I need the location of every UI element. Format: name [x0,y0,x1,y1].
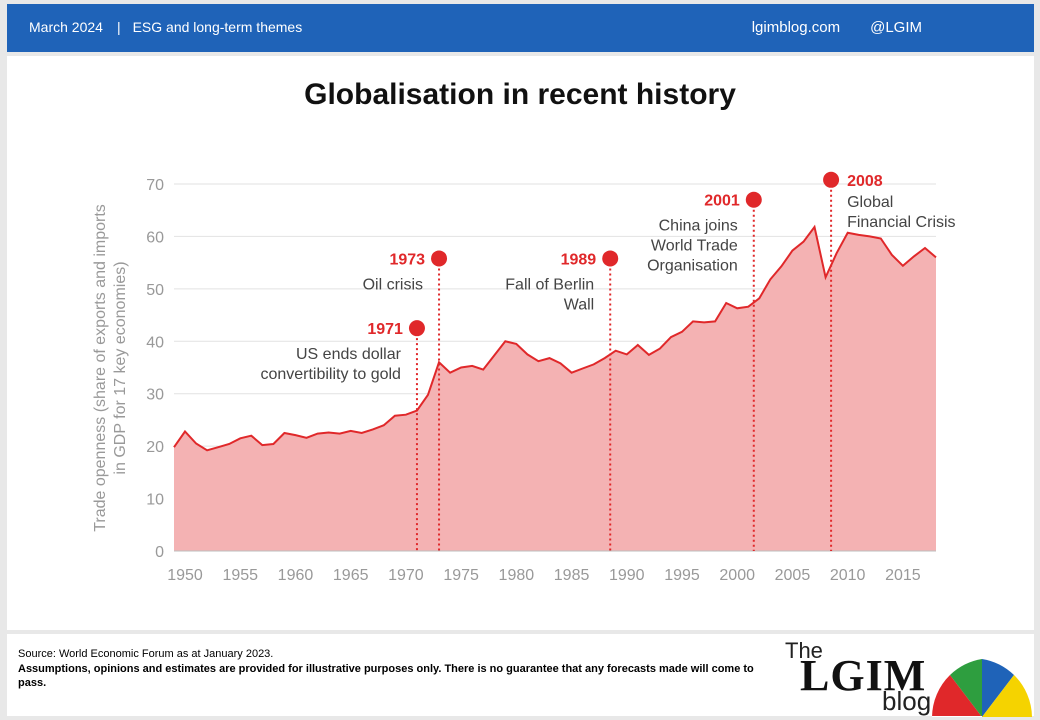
logo-lgim: LGIM [800,651,927,700]
event-marker [602,250,619,267]
header-right: lgimblog.com @LGIM [752,19,922,36]
header-site-link[interactable]: lgimblog.com [751,19,841,36]
x-tick-label: 2015 [885,567,921,584]
footer [7,634,1034,716]
header-bar: March 2024 | ESG and long-term themes lgim… [7,4,1034,52]
logo-the: The [785,638,823,663]
event-description-label: World Trade [651,238,738,255]
y-tick-label: 30 [146,387,164,404]
disclaimer: Assumptions, opinions and estimates are … [18,663,754,689]
event-description-label: US ends dollar [296,346,402,363]
x-tick-label: 1985 [554,567,590,584]
series-line [173,224,937,452]
y-tick-label: 20 [146,439,164,456]
x-tick-label: 1955 [222,567,258,584]
umbrella-logo-icon [932,659,1032,717]
y-axis-label: Trade openness (share of exports and imp… [92,204,129,532]
trade-openness-chart: 0 10 20 30 40 50 60 70 1950 1955 1960 1965 1970 1975 1… [92,171,956,584]
header-date: March 2024 [29,19,103,35]
event-year-label: 2001 [704,193,740,210]
x-tick-label: 2010 [830,567,866,584]
header-section: ESG and long-term themes [132,19,303,35]
event-marker [431,250,448,267]
header-handle-link[interactable]: @LGIM [870,19,922,36]
event-year-label: 1971 [367,321,403,338]
event-description-label: Global [847,194,893,211]
event-year-label: 1989 [561,251,597,268]
x-tick-label: 1975 [443,567,479,584]
y-tick-label: 50 [146,282,164,299]
x-tick-label: 1995 [664,567,700,584]
page-title: Globalisation in recent history [304,78,736,111]
logo-blog: blog [882,686,932,716]
header-separator: | [116,19,121,35]
x-tick-label: 1960 [278,567,314,584]
x-tick-label: 1970 [388,567,424,584]
x-tick-label: 1990 [609,567,645,584]
event-description-label: Oil crisis [363,276,423,293]
x-tick-label: 2000 [719,567,755,584]
event-description-label: Fall of Berlin [505,276,594,293]
event-description-label: China joins [659,218,738,235]
x-tick-label: 1980 [499,567,535,584]
event-year-label: 1973 [389,251,425,268]
event-description-label: Financial Crisis [847,214,955,231]
x-tick-label: 1965 [333,567,369,584]
x-tick-label: 2005 [775,567,811,584]
source-note: Source: World Economic Forum as at Janua… [18,648,274,660]
event-marker [408,320,425,337]
y-tick-label: 40 [146,334,164,351]
header-left: March 2024 | ESG and long-term themes [29,19,302,35]
y-tick-label: 0 [155,544,164,561]
event-description-label: Organisation [647,258,738,275]
x-tick-label: 1950 [167,567,203,584]
y-tick-label: 60 [146,229,164,246]
event-description-label: convertibility to gold [260,366,401,383]
event-year-label: 2008 [847,173,883,190]
y-tick-label: 10 [146,492,164,509]
event-description-label: Wall [564,296,595,313]
y-tick-label: 70 [146,177,164,194]
event-marker [745,191,762,208]
event-marker [823,171,840,188]
